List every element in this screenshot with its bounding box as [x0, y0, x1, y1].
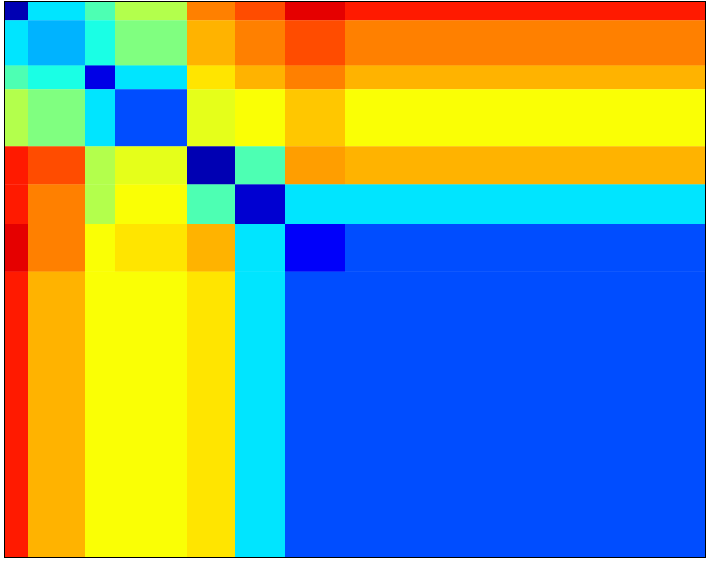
heatmap-cell	[187, 20, 235, 66]
heatmap-cell	[115, 224, 187, 272]
heatmap-cell	[285, 146, 345, 185]
heatmap-cell	[115, 146, 187, 185]
heatmap-cell	[285, 65, 345, 90]
heatmap-cell	[285, 89, 345, 147]
heatmap-cell	[5, 271, 28, 557]
heatmap-cell	[85, 146, 115, 185]
heatmap-cell	[345, 271, 705, 557]
heatmap-cell	[345, 65, 705, 90]
heatmap-cell	[235, 271, 285, 557]
heatmap-cell	[187, 271, 235, 557]
heatmap-cell	[187, 89, 235, 147]
heatmap-cell	[345, 89, 705, 147]
heatmap-cell	[187, 146, 235, 185]
heatmap-cell	[28, 184, 85, 224]
heatmap-cell	[187, 184, 235, 224]
heatmap-cell	[235, 2, 285, 21]
heatmap-cell	[115, 2, 187, 21]
heatmap-cell	[5, 89, 28, 147]
heatmap-cell	[28, 271, 85, 557]
heatmap-cell	[5, 184, 28, 224]
heatmap-cell	[345, 146, 705, 185]
heatmap-cell	[235, 224, 285, 272]
heatmap-cell	[285, 271, 345, 557]
heatmap-cell	[235, 65, 285, 90]
heatmap-cell	[28, 65, 85, 90]
heatmap-cell	[28, 224, 85, 272]
heatmap-cell	[285, 2, 345, 21]
heatmap-cell	[115, 184, 187, 224]
heatmap-cell	[235, 20, 285, 66]
heatmap-cell	[28, 146, 85, 185]
heatmap-cell	[285, 224, 345, 272]
heatmap-cell	[5, 2, 28, 21]
heatmap-cell	[28, 2, 85, 21]
heatmap-cell	[345, 20, 705, 66]
heatmap-cell	[85, 184, 115, 224]
plot-frame	[4, 1, 706, 558]
heatmap-cell	[115, 271, 187, 557]
heatmap-cell	[85, 20, 115, 66]
heatmap-cell	[235, 184, 285, 224]
heatmap-cell	[187, 2, 235, 21]
heatmap-cell	[187, 65, 235, 90]
heatmap-cell	[345, 2, 705, 21]
heatmap-cell	[345, 184, 705, 224]
heatmap-cell	[5, 20, 28, 66]
heatmap-cell	[115, 65, 187, 90]
heatmap-cell	[85, 89, 115, 147]
heatmap-cell	[85, 2, 115, 21]
heatmap-cell	[5, 65, 28, 90]
heatmap-cell	[115, 20, 187, 66]
heatmap-cell	[85, 224, 115, 272]
heatmap-cell	[85, 65, 115, 90]
heatmap-cell	[85, 271, 115, 557]
heatmap-cell	[5, 146, 28, 185]
heatmap-cell	[5, 224, 28, 272]
heatmap-cell	[28, 20, 85, 66]
heatmap-cell	[187, 224, 235, 272]
heatmap-cell	[28, 89, 85, 147]
heatmap-cell	[115, 89, 187, 147]
heatmap-cell	[285, 20, 345, 66]
heatmap-cell	[235, 146, 285, 185]
heatmap-cell	[345, 224, 705, 272]
heatmap-cell	[235, 89, 285, 147]
heatmap-cell	[285, 184, 345, 224]
